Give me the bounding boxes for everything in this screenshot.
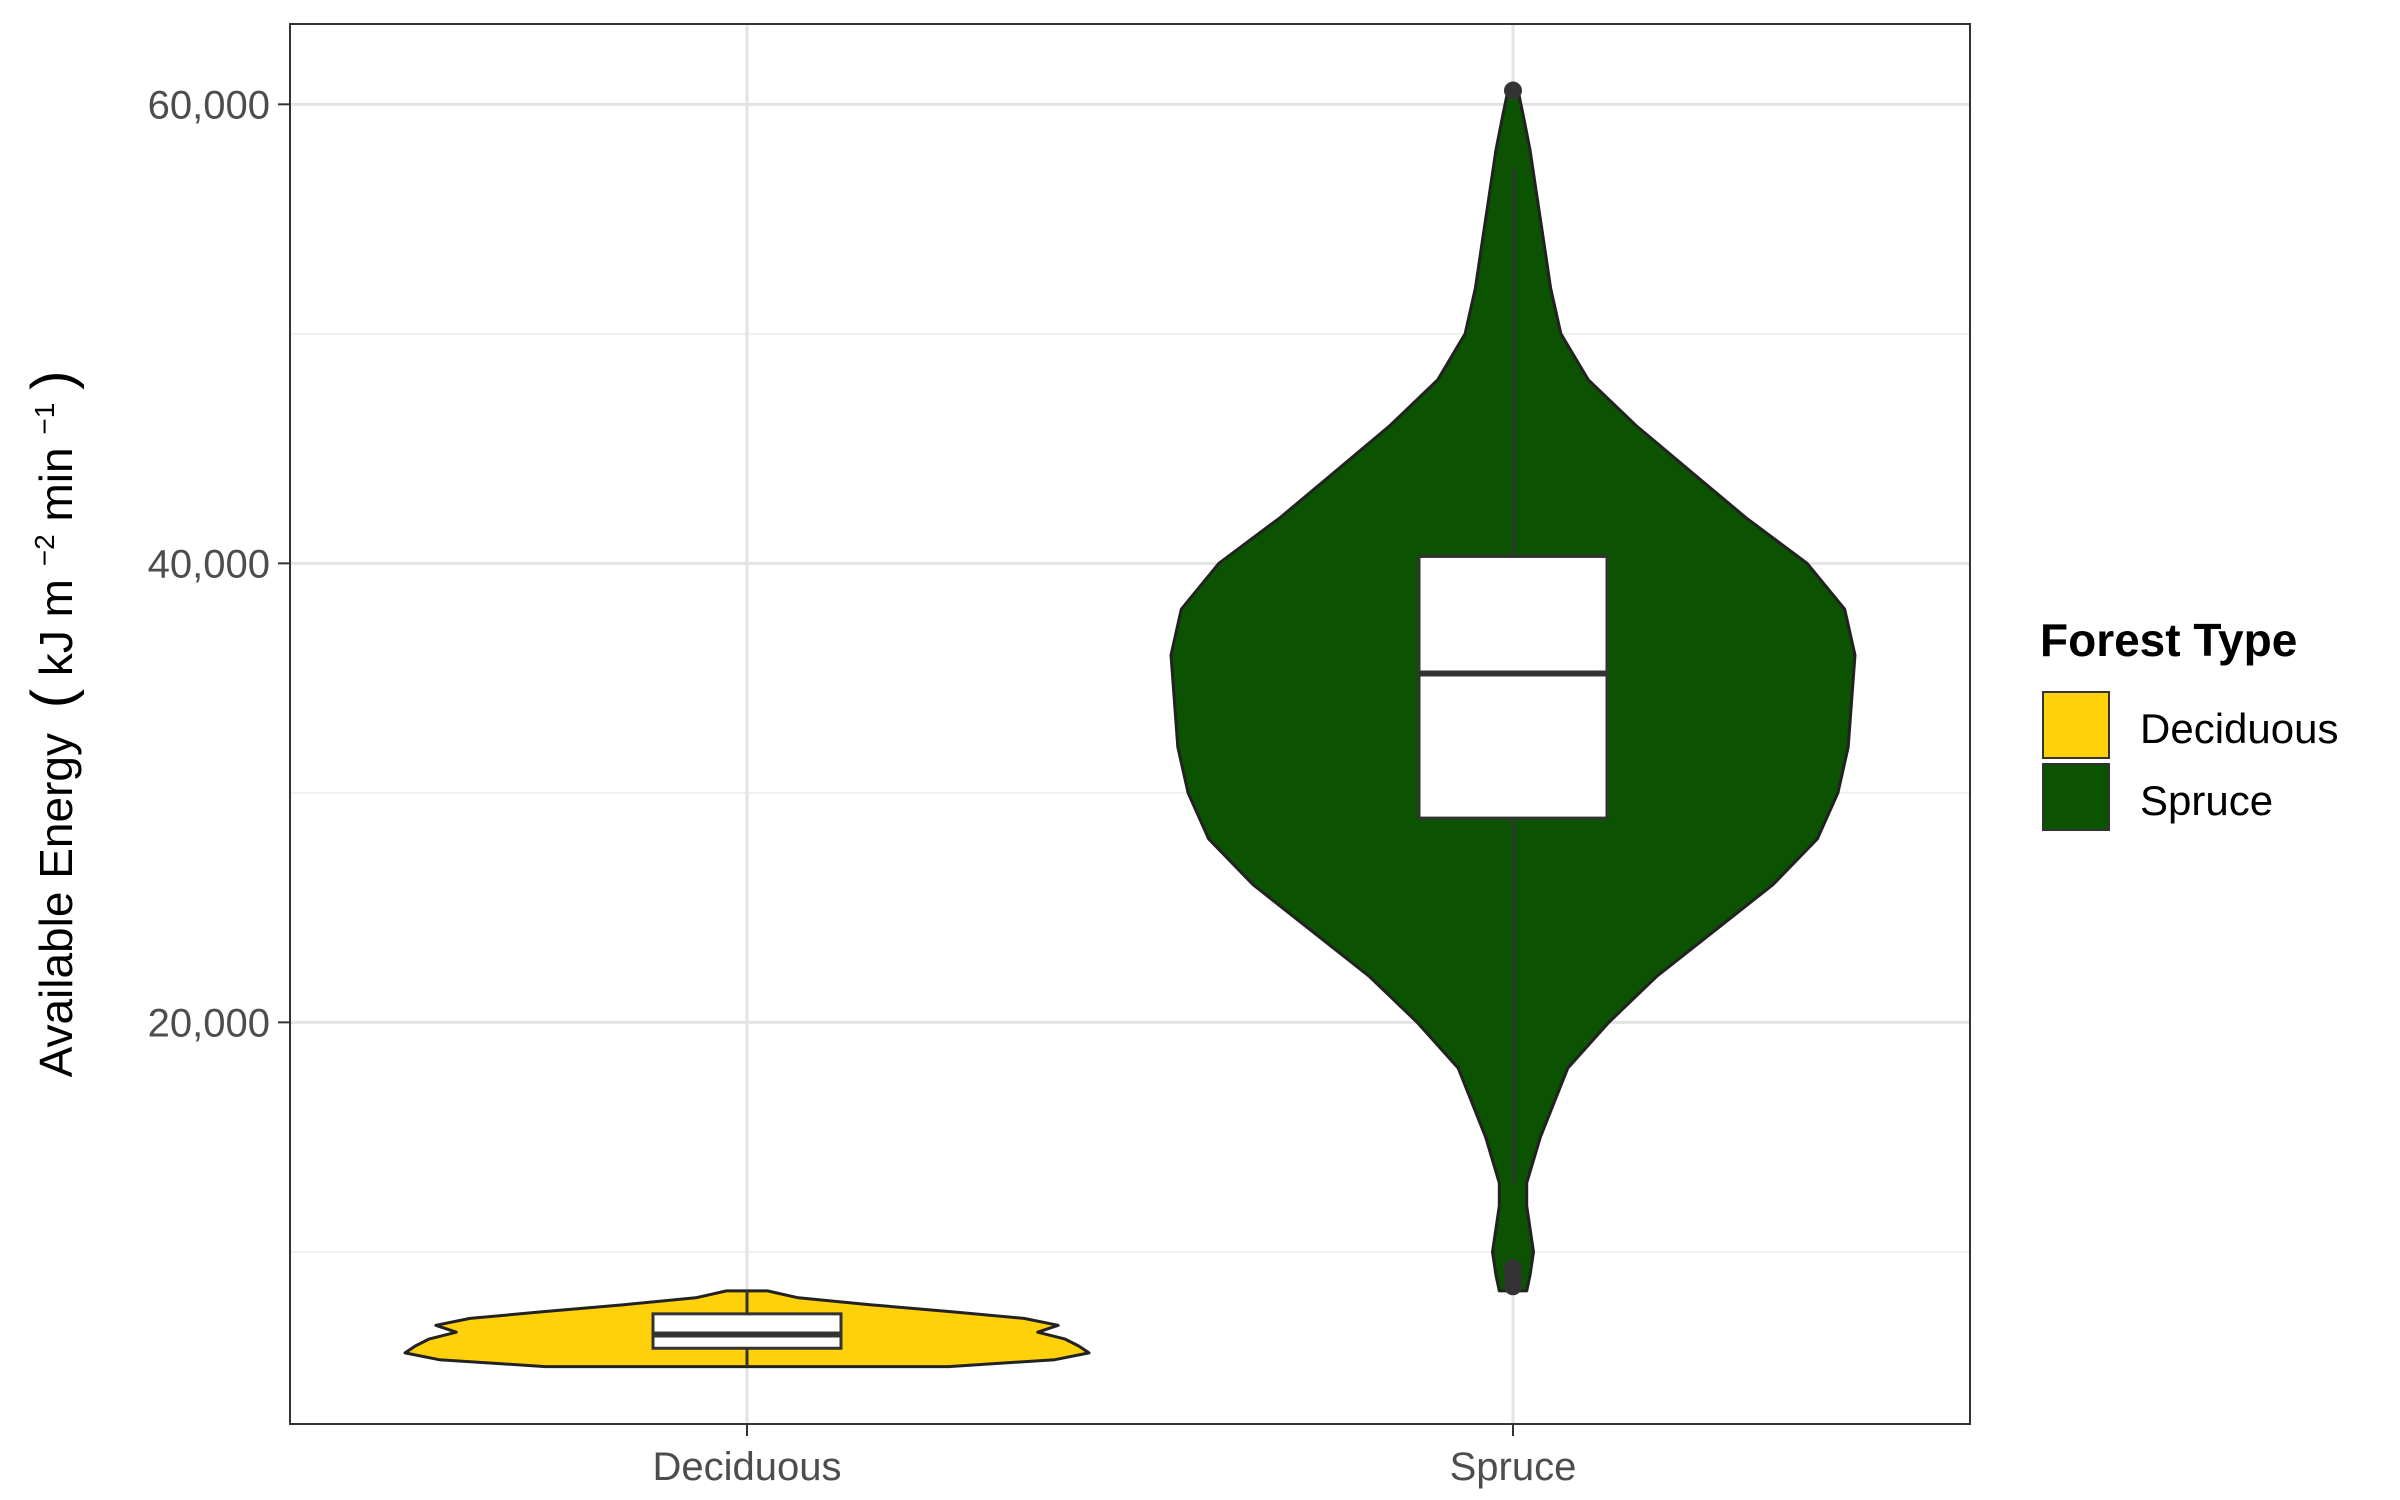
x-tick-label: Spruce <box>1450 1445 1577 1489</box>
y-axis-label-sup-m: −2 <box>29 534 60 566</box>
y-axis-label-unit-min: min <box>30 447 82 521</box>
y-tick-label: 40,000 <box>148 542 270 586</box>
box-spruce <box>1417 554 1609 820</box>
legend: Forest Type Deciduous Spruce <box>2040 614 2338 831</box>
panel-border <box>289 23 1971 1425</box>
legend-label-deciduous: Deciduous <box>2140 705 2338 752</box>
y-axis-label: Available Energy ( kJ m −2 min −1 ) <box>12 371 85 1078</box>
x-tick-label: Deciduous <box>652 1445 841 1489</box>
y-axis-label-sup-min: −1 <box>29 403 60 435</box>
outlier-point-spruce <box>1504 1258 1522 1277</box>
legend-swatch-spruce <box>2042 763 2110 831</box>
y-tick-label: 20,000 <box>148 1001 270 1045</box>
y-axis-label-close-paren: ) <box>20 371 85 390</box>
legend-label-spruce: Spruce <box>2140 777 2273 824</box>
axis-layer: 20,000 40,000 60,000 Deciduous Spruce <box>148 83 1577 1489</box>
y-axis-label-main: Available Energy <box>30 733 82 1077</box>
box-deciduous <box>651 1312 843 1350</box>
violin-layer <box>403 81 1857 1369</box>
y-axis-label-open-paren: ( <box>20 689 85 708</box>
y-axis-label-unit-kj: kJ m <box>30 579 82 676</box>
outlier-point-spruce <box>1504 81 1522 100</box>
legend-swatch-deciduous <box>2042 691 2110 759</box>
legend-title: Forest Type <box>2040 614 2297 666</box>
y-tick-label: 60,000 <box>148 83 270 127</box>
